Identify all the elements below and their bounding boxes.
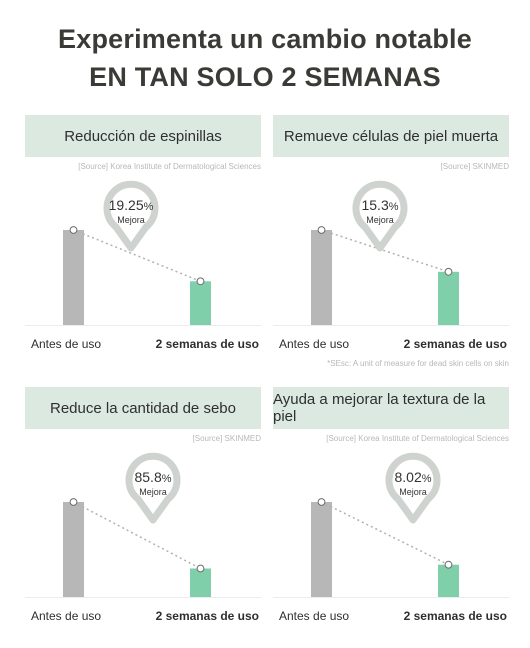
headline-line1: Experimenta un cambio notable: [58, 24, 472, 54]
source-credit: [Source] Korea Institute of Dermatologic…: [326, 434, 509, 443]
x-label-after: 2 semanas de uso: [403, 609, 507, 623]
chart-panel-sebum: Reduce la cantidad de sebo [Source] SKINM…: [25, 387, 261, 627]
bar-after: [190, 568, 211, 597]
improvement-label: Mejora: [399, 487, 427, 497]
chart-panel-blackheads: Reducción de espinillas [Source] Korea In…: [25, 115, 261, 355]
source-credit: [Source] SKINMED: [192, 434, 261, 443]
trend-dotted-line: [321, 229, 449, 273]
improvement-label: Mejora: [366, 215, 394, 225]
x-label-after: 2 semanas de uso: [155, 337, 259, 351]
improvement-value: 15.3%: [361, 197, 398, 213]
source-credit: [Source] Korea Institute of Dermatologic…: [78, 162, 261, 171]
x-label-before: Antes de uso: [31, 337, 102, 351]
improvement-badge: [385, 452, 441, 524]
chart-panel-texture: Ayuda a mejorar la textura de la piel [So…: [273, 387, 509, 627]
bar-after: [438, 271, 459, 325]
point-after: [444, 267, 453, 276]
bar-before: [63, 230, 84, 325]
trend-dotted-line: [73, 501, 201, 570]
source-credit: [Source] SKINMED: [440, 162, 509, 171]
trend-dotted-line: [321, 501, 449, 566]
x-label-before: Antes de uso: [279, 609, 350, 623]
footnote: *SEsc: A unit of measure for dead skin c…: [327, 359, 509, 368]
bar-before: [311, 230, 332, 325]
bar-chart: 8.02% Mejora: [273, 452, 509, 598]
point-before: [317, 226, 326, 234]
bar-after: [438, 564, 459, 597]
point-after: [196, 277, 205, 286]
chart-title: Reduce la cantidad de sebo: [25, 387, 261, 429]
improvement-label: Mejora: [117, 215, 145, 225]
chart-title: Remueve células de piel muerta: [273, 115, 509, 157]
x-label-before: Antes de uso: [31, 609, 102, 623]
improvement-value: 85.8%: [134, 469, 171, 485]
x-label-before: Antes de uso: [279, 337, 350, 351]
point-before: [69, 226, 78, 234]
bar-chart: 19.25% Mejora: [25, 180, 261, 326]
chart-title: Ayuda a mejorar la textura de la piel: [273, 387, 509, 429]
point-before: [69, 498, 78, 506]
point-before: [317, 498, 326, 506]
improvement-label: Mejora: [139, 487, 167, 497]
bar-before: [63, 502, 84, 597]
headline-line2: EN TAN SOLO 2 SEMANAS: [89, 62, 441, 92]
improvement-badge: [125, 452, 181, 524]
improvement-value: 19.25%: [109, 197, 154, 213]
bar-after: [190, 281, 211, 325]
chart-panel-dead-skin: Remueve células de piel muerta [Source] S…: [273, 115, 509, 368]
bar-chart: 85.8% Mejora: [25, 452, 261, 598]
x-label-after: 2 semanas de uso: [155, 609, 259, 623]
chart-title: Reducción de espinillas: [25, 115, 261, 157]
improvement-badge: [103, 180, 159, 252]
bar-before: [311, 502, 332, 597]
bar-chart: 15.3% Mejora: [273, 180, 509, 326]
x-label-after: 2 semanas de uso: [403, 337, 507, 351]
point-after: [196, 564, 205, 573]
point-after: [444, 560, 453, 569]
improvement-value: 8.02%: [394, 469, 431, 485]
improvement-badge: [352, 180, 408, 252]
